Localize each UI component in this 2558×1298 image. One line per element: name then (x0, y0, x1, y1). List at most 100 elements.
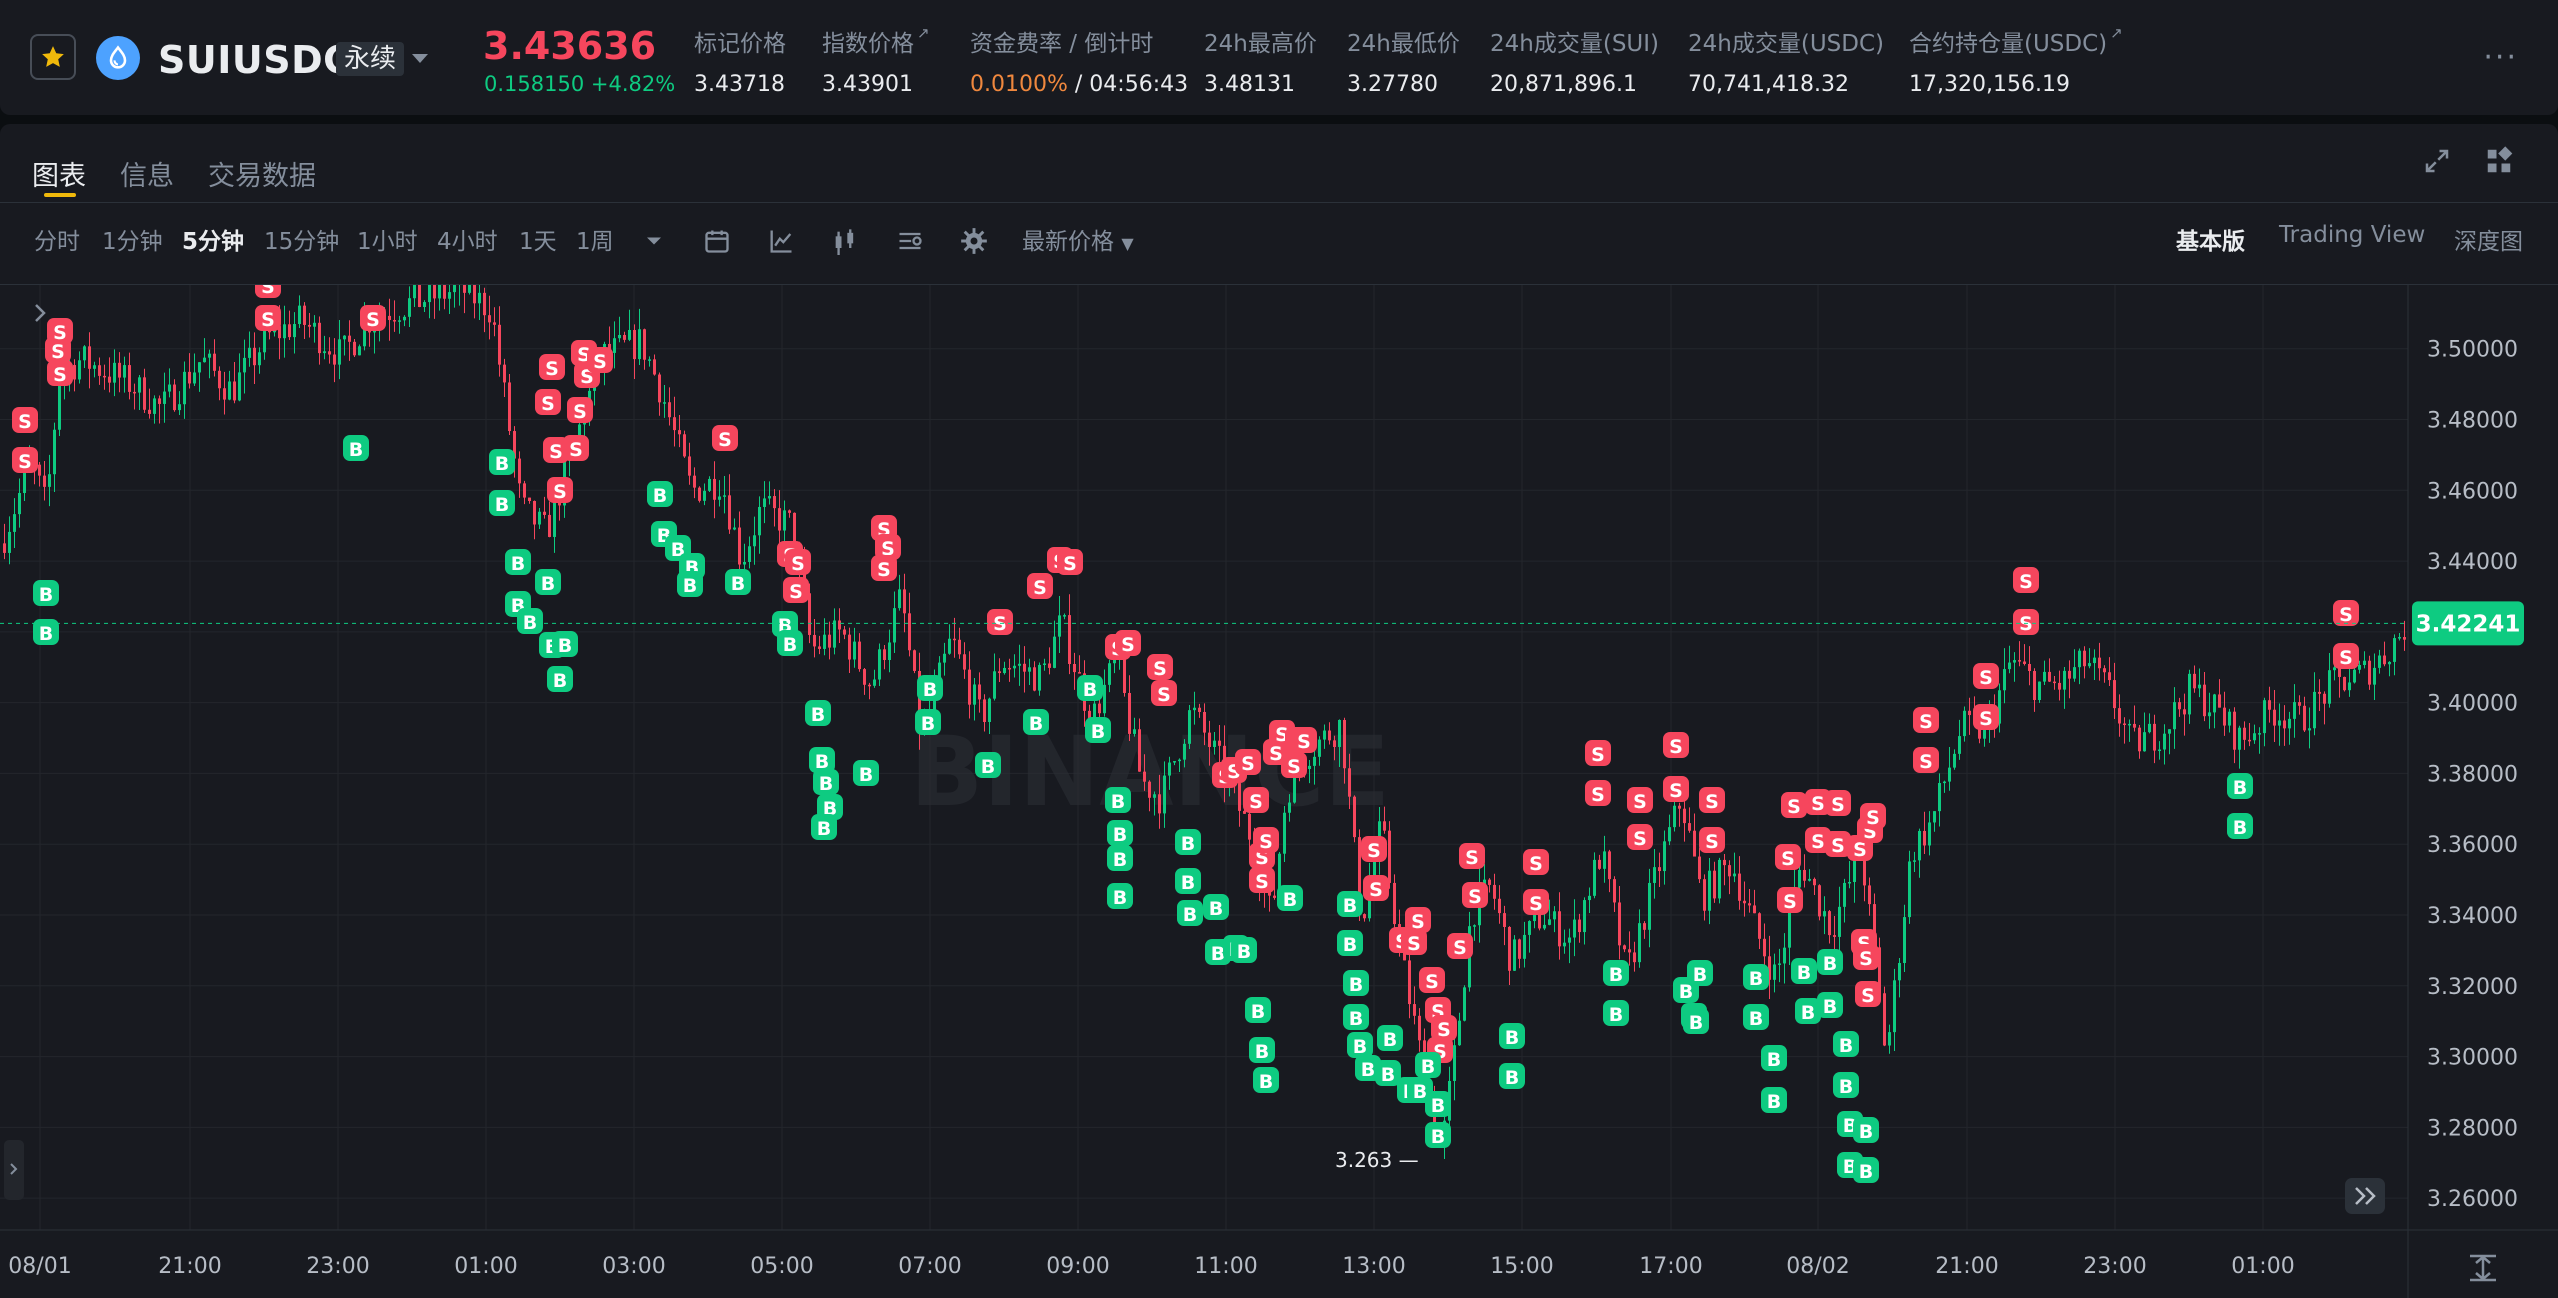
buy-marker[interactable]: B (1355, 1055, 1381, 1081)
collapse-drawing-toolbar-icon[interactable] (35, 304, 46, 322)
buy-marker[interactable]: B (1791, 958, 1817, 984)
sell-marker[interactable]: S (535, 389, 561, 415)
stat-index-price[interactable]: 指数价格 ↗ 3.43901 (822, 24, 930, 97)
buy-marker[interactable]: B (975, 752, 1001, 778)
buy-marker[interactable]: B (853, 760, 879, 786)
sell-marker[interactable]: S (1115, 630, 1141, 656)
buy-marker[interactable]: B (1425, 1091, 1451, 1117)
buy-marker[interactable]: B (552, 631, 578, 657)
sell-marker[interactable]: S (1585, 780, 1611, 806)
view-depth[interactable]: 深度图 (2454, 229, 2523, 255)
buy-marker[interactable]: B (1231, 937, 1257, 963)
buy-marker[interactable]: B (1425, 1122, 1451, 1148)
sell-marker[interactable]: S (1627, 824, 1653, 850)
buy-marker[interactable]: B (33, 619, 59, 645)
buy-marker[interactable]: B (809, 747, 835, 773)
buy-marker[interactable]: B (915, 709, 941, 735)
tab-info[interactable]: 信息 (120, 161, 174, 192)
buy-marker[interactable]: B (1833, 1031, 1859, 1057)
fullscreen-icon[interactable] (2422, 146, 2452, 176)
sell-marker[interactable]: S (1151, 680, 1177, 706)
buy-marker[interactable]: B (1175, 868, 1201, 894)
buy-marker[interactable]: B (1337, 891, 1363, 917)
buy-marker[interactable]: B (1343, 970, 1369, 996)
view-basic[interactable]: 基本版 (2176, 229, 2245, 255)
buy-marker[interactable]: B (343, 435, 369, 461)
buy-marker[interactable]: B (1337, 930, 1363, 956)
buy-marker[interactable]: B (811, 814, 837, 840)
buy-marker[interactable]: B (1347, 1032, 1373, 1058)
buy-marker[interactable]: B (33, 580, 59, 606)
sell-marker[interactable]: S (1860, 803, 1886, 829)
interval-1m[interactable]: 1分钟 (102, 229, 163, 255)
sell-marker[interactable]: S (1235, 749, 1261, 775)
buy-marker[interactable]: B (1375, 1060, 1401, 1086)
buy-marker[interactable]: B (1761, 1087, 1787, 1113)
candle-type-icon[interactable] (831, 227, 859, 255)
interval-4h[interactable]: 4小时 (437, 229, 498, 255)
buy-marker[interactable]: B (1743, 964, 1769, 990)
sell-marker[interactable]: S (1459, 843, 1485, 869)
sell-marker[interactable]: S (1805, 827, 1831, 853)
buy-marker[interactable]: B (1077, 675, 1103, 701)
symbol-name[interactable]: SUIUSDC (158, 38, 352, 82)
sell-marker[interactable]: S (587, 347, 613, 373)
sell-marker[interactable]: S (1291, 727, 1317, 753)
sell-marker[interactable]: S (1825, 831, 1851, 857)
buy-marker[interactable]: B (535, 569, 561, 595)
buy-marker[interactable]: B (1415, 1052, 1441, 1078)
sell-marker[interactable]: S (1805, 789, 1831, 815)
buy-marker[interactable]: B (677, 571, 703, 597)
sell-marker[interactable]: S (1281, 752, 1307, 778)
layout-grid-icon[interactable] (2484, 146, 2514, 176)
buy-marker[interactable]: B (1023, 709, 1049, 735)
fit-axis-icon[interactable] (2470, 1254, 2496, 1282)
stat-open-interest[interactable]: 合约持仓量(USDC) ↗ 17,320,156.19 (1909, 24, 2123, 97)
buy-marker[interactable]: B (1603, 1000, 1629, 1026)
interval-timeline[interactable]: 分时 (34, 229, 80, 255)
buy-marker[interactable]: B (1175, 829, 1201, 855)
sell-marker[interactable]: S (1523, 889, 1549, 915)
buy-marker[interactable]: B (1107, 845, 1133, 871)
sell-marker[interactable]: S (1699, 827, 1725, 853)
buy-marker[interactable]: B (1105, 787, 1131, 813)
buy-marker[interactable]: B (1203, 894, 1229, 920)
sell-marker[interactable]: S (1973, 704, 1999, 730)
buy-marker[interactable]: B (817, 794, 843, 820)
buy-marker[interactable]: B (1377, 1025, 1403, 1051)
sell-marker[interactable]: S (1243, 787, 1269, 813)
buy-marker[interactable]: B (1343, 1004, 1369, 1030)
left-panel-handle[interactable] (4, 1140, 24, 1200)
sell-marker[interactable]: S (785, 549, 811, 575)
sell-marker[interactable]: S (1855, 981, 1881, 1007)
indicator-icon[interactable] (767, 227, 795, 255)
sell-marker[interactable]: S (547, 477, 573, 503)
sell-marker[interactable]: S (1973, 663, 1999, 689)
sell-marker[interactable]: S (2013, 609, 2039, 635)
sell-marker[interactable]: S (1663, 776, 1689, 802)
buy-marker[interactable]: B (1817, 949, 1843, 975)
buy-marker[interactable]: B (1107, 883, 1133, 909)
buy-marker[interactable]: B (517, 608, 543, 634)
sell-marker[interactable]: S (12, 447, 38, 473)
buy-marker[interactable]: B (547, 666, 573, 692)
buy-marker[interactable]: B (1499, 1023, 1525, 1049)
sell-marker[interactable]: S (1027, 573, 1053, 599)
buy-marker[interactable]: B (1253, 1067, 1279, 1093)
sell-marker[interactable]: S (1699, 787, 1725, 813)
buy-marker[interactable]: B (813, 769, 839, 795)
buy-marker[interactable]: B (1761, 1045, 1787, 1071)
sell-marker[interactable]: S (1363, 875, 1389, 901)
buy-marker[interactable]: B (647, 481, 673, 507)
sell-marker[interactable]: S (1523, 849, 1549, 875)
sell-marker[interactable]: S (563, 435, 589, 461)
interval-1h[interactable]: 1小时 (357, 229, 418, 255)
buy-marker[interactable]: B (505, 549, 531, 575)
buy-marker[interactable]: B (1817, 992, 1843, 1018)
sell-marker[interactable]: S (1663, 732, 1689, 758)
sell-marker[interactable]: S (987, 609, 1013, 635)
sell-marker[interactable]: S (1462, 882, 1488, 908)
sell-marker[interactable]: S (1913, 707, 1939, 733)
sell-marker[interactable]: S (12, 407, 38, 433)
